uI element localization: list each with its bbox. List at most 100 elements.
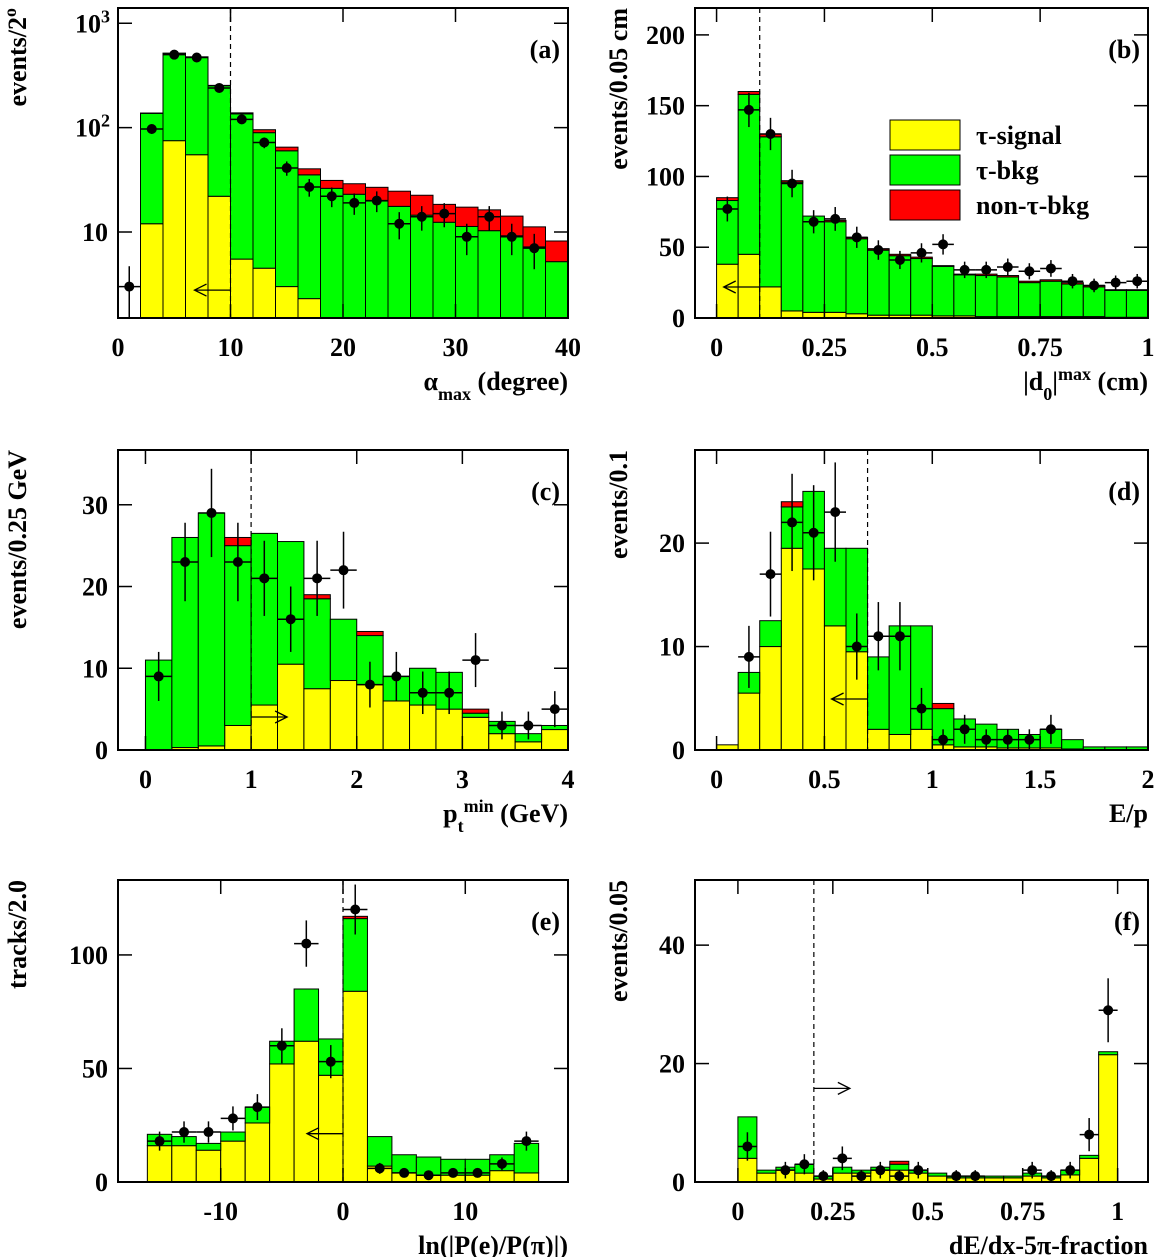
x-tick-label: 0.5 xyxy=(912,1197,945,1226)
x-tick-label: 0 xyxy=(112,333,125,362)
data-point xyxy=(916,247,927,258)
data-point xyxy=(894,1171,905,1182)
bar xyxy=(356,630,384,637)
bar xyxy=(910,728,933,750)
y-tick-label: 200 xyxy=(646,21,685,50)
data-point xyxy=(423,1170,434,1181)
data-point xyxy=(808,216,819,227)
data-point xyxy=(1045,724,1056,735)
data-point xyxy=(191,52,202,63)
bar xyxy=(410,214,434,318)
bar xyxy=(320,179,344,189)
bar xyxy=(1104,289,1127,318)
data-point xyxy=(549,704,560,715)
data-point xyxy=(981,264,992,275)
data-point xyxy=(830,507,841,518)
data-point xyxy=(913,1165,924,1176)
label-piece: min xyxy=(464,796,494,816)
data-point xyxy=(281,163,292,174)
data-point xyxy=(364,679,375,690)
bar xyxy=(269,1063,295,1182)
bar xyxy=(252,129,276,134)
bar xyxy=(794,1172,815,1182)
cut-arrow xyxy=(813,1081,852,1095)
bar xyxy=(461,708,490,714)
label-piece: events/0.1 xyxy=(604,450,633,559)
bar xyxy=(1039,279,1063,282)
data-point xyxy=(206,507,217,518)
bar xyxy=(250,704,279,750)
bar xyxy=(888,733,912,750)
data-point xyxy=(787,517,798,528)
panel-label: (f) xyxy=(1114,907,1140,936)
data-point xyxy=(873,631,884,642)
data-point xyxy=(894,254,905,265)
bar xyxy=(455,206,479,227)
data-point xyxy=(472,1167,483,1178)
data-point xyxy=(787,178,798,189)
data-point xyxy=(1089,280,1100,291)
bar xyxy=(342,193,366,318)
bar xyxy=(1125,289,1148,318)
x-tick-label: 1 xyxy=(1142,333,1155,362)
data-point xyxy=(743,651,754,662)
label-piece: p xyxy=(443,799,457,828)
legend-label: τ-bkg xyxy=(976,156,1039,185)
data-point xyxy=(338,565,349,576)
bar xyxy=(780,310,804,318)
data-point xyxy=(444,687,455,698)
legend-label: τ-signal xyxy=(976,121,1062,150)
y-tick-label: 10 xyxy=(659,633,685,662)
data-point xyxy=(808,527,819,538)
data-point xyxy=(1084,1129,1095,1140)
y-axis-title: events/0.25 GeV xyxy=(3,450,32,629)
y-tick-label: 10 xyxy=(82,654,108,683)
x-tick-label: 1 xyxy=(245,765,258,794)
data-point xyxy=(153,671,164,682)
y-axis-title: events/0.05 xyxy=(604,880,633,1002)
label-piece: t xyxy=(458,816,464,836)
bar xyxy=(293,1040,320,1182)
data-point xyxy=(799,1159,810,1170)
bar xyxy=(329,618,358,682)
data-point xyxy=(285,614,296,625)
y-tick-exponent: 3 xyxy=(101,6,110,26)
y-tick-label: 150 xyxy=(646,92,685,121)
y-tick-label: 0 xyxy=(672,1168,685,1197)
x-tick-label: 0.5 xyxy=(916,333,949,362)
cut-arrow xyxy=(722,280,760,294)
bar xyxy=(230,112,254,115)
bar xyxy=(329,680,358,750)
label-piece: (GeV) xyxy=(494,799,568,828)
x-tick-label: 0 xyxy=(710,333,723,362)
data-point xyxy=(970,1171,981,1182)
label-piece: α xyxy=(424,367,439,396)
bar xyxy=(277,663,305,750)
label-piece: (cm) xyxy=(1091,367,1148,396)
data-point xyxy=(851,232,862,243)
x-tick-label: 3 xyxy=(456,765,469,794)
cut-arrow xyxy=(193,283,231,297)
label-piece: E/p xyxy=(1109,799,1148,828)
bar xyxy=(162,52,186,142)
data-point xyxy=(374,1163,385,1174)
data-point xyxy=(259,573,270,584)
y-tick-label: 30 xyxy=(82,491,108,520)
bar xyxy=(342,990,368,1182)
bar xyxy=(220,1140,246,1182)
bar xyxy=(996,275,1020,278)
y-tick-label: 20 xyxy=(659,529,685,558)
data-point xyxy=(232,556,243,567)
y-tick-label: 100 xyxy=(646,162,685,191)
panel-label: (d) xyxy=(1108,477,1140,506)
x-axis-title: E/p xyxy=(1109,799,1148,828)
bar xyxy=(931,265,955,317)
panel-label: (a) xyxy=(530,35,560,64)
data-point xyxy=(743,104,754,115)
data-point xyxy=(1024,266,1035,277)
data-point xyxy=(1046,1171,1057,1182)
panel-label: (c) xyxy=(531,477,560,506)
label-piece: o xyxy=(0,8,20,17)
